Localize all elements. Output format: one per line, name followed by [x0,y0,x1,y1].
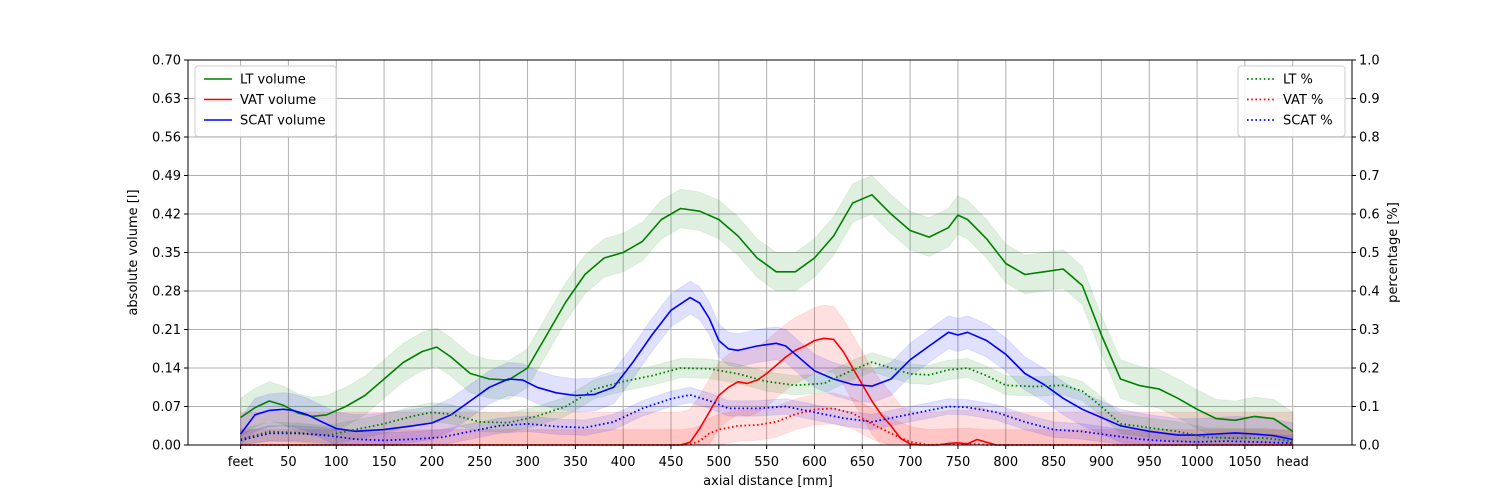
y-tick-label-right: 0.8 [1359,131,1380,146]
y-tick-label-left: 0.56 [152,131,181,146]
x-tick-label: 400 [611,455,636,470]
legend-volume: LT volume VAT volume SCAT volume [194,65,337,137]
x-tick-label: 950 [1137,455,1162,470]
y-tick-label-left: 0.14 [152,362,181,377]
x-tick-label: 100 [324,455,349,470]
confidence-bands [240,174,1294,447]
y-tick-label-left: 0.42 [152,208,181,223]
y-tick-label-right: 0.2 [1359,362,1380,377]
line-vat-pct [240,407,1293,446]
x-tick-label: 650 [850,455,875,470]
x-tick-label: 800 [993,455,1018,470]
y-tick-label-right: 0.0 [1359,439,1380,454]
x-tick-label: 600 [802,455,827,470]
y-tick-label-right: 0.1 [1359,400,1380,415]
legend-label: LT volume [240,73,306,88]
y-tick-label-left: 0.21 [152,323,181,338]
legend-percentage: LT % VAT % SCAT % [1237,65,1346,137]
x-tick-label: 900 [1089,455,1114,470]
line-lt-volume [240,194,1294,432]
right-y-axis-ticks: 0.0 0.1 0.2 0.3 0.4 0.5 0.6 0.7 0.8 0.9 1.0 [1352,54,1380,454]
left-y-axis-label: absolute volume [l] [126,189,141,315]
series-lines [239,194,1294,446]
legend-frame [194,65,337,137]
x-tick-label: 500 [706,455,731,470]
line-vat-volume [240,337,1293,446]
x-tick-label: 550 [754,455,779,470]
x-tick-label: 350 [563,455,588,470]
legend-label: LT % [1283,73,1313,88]
left-y-axis-ticks: 0.00 0.07 0.14 0.21 0.28 0.35 0.42 0.49 0.56 0.63… [152,54,188,454]
y-tick-label-right: 0.6 [1359,208,1380,223]
x-tick-label: 1000 [1181,455,1214,470]
y-tick-label-left: 0.00 [152,439,181,454]
x-tick-label: 250 [467,455,492,470]
legend-label: VAT volume [240,93,316,108]
line-scat-volume [239,296,1293,441]
x-tick-label: 700 [898,455,923,470]
x-tick-label: 200 [419,455,444,470]
x-axis-ticks: feet 50 100 150 200 250 300 350 400 450 500 550 600 6… [228,445,1309,470]
legend-label: SCAT volume [240,114,325,129]
x-tick-label: 850 [1041,455,1066,470]
y-tick-label-right: 0.4 [1359,285,1380,300]
right-y-axis-label: percentage [%] [1386,202,1401,303]
x-tick-label: 450 [659,455,684,470]
x-tick-label: 750 [946,455,971,470]
x-tick-label: 300 [515,455,540,470]
y-tick-label-right: 0.3 [1359,323,1380,338]
y-tick-label-left: 0.28 [152,285,181,300]
legend-frame [1237,65,1346,137]
x-tick-label: feet [228,455,254,470]
line-lt-pct [240,361,1293,442]
y-tick-label-left: 0.63 [152,92,181,107]
grid [188,59,1352,446]
y-tick-label-right: 0.9 [1359,92,1380,107]
legend-label: VAT % [1283,93,1323,108]
y-tick-label-left: 0.49 [152,169,181,184]
y-tick-label-left: 0.70 [152,54,181,69]
x-axis-label: axial distance [mm] [703,474,833,489]
y-tick-label-right: 0.5 [1359,246,1380,261]
x-tick-label: 1050 [1228,455,1261,470]
y-tick-label-right: 1.0 [1359,54,1380,69]
y-tick-label-left: 0.35 [152,246,181,261]
y-tick-label-left: 0.07 [152,400,181,415]
legend-label: SCAT % [1283,114,1333,129]
x-tick-label: 150 [372,455,397,470]
x-tick-label: head [1276,455,1308,470]
y-tick-label-right: 0.7 [1359,169,1380,184]
x-tick-label: 50 [280,455,297,470]
